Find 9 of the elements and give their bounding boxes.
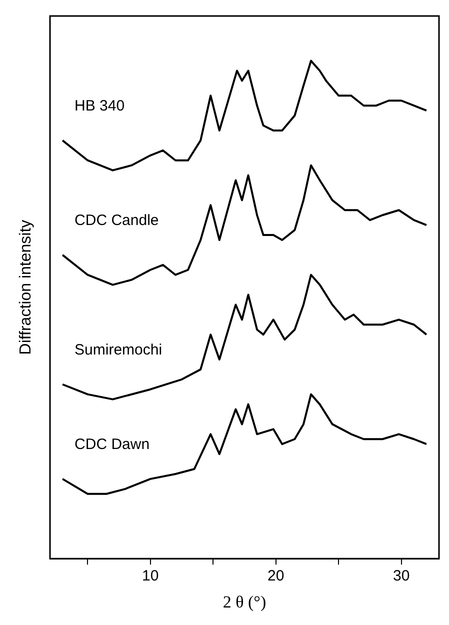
x-axis-title: 2 θ (°) — [222, 592, 266, 612]
series-label: CDC Dawn — [74, 436, 150, 453]
x-tick-label: 10 — [142, 568, 159, 585]
series-label: Sumiremochi — [74, 341, 162, 358]
y-axis-title: Diffraction intensity — [17, 220, 34, 355]
series-label: CDC Candle — [74, 212, 159, 229]
x-tick-label: 30 — [393, 568, 410, 585]
x-tick-label: 20 — [268, 568, 284, 585]
series-label: HB 340 — [74, 97, 125, 114]
